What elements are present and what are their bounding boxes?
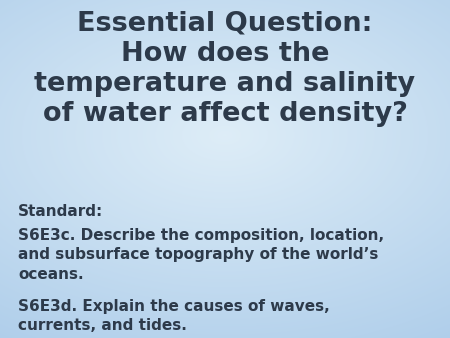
Text: Essential Question:
How does the
temperature and salinity
of water affect densit: Essential Question: How does the tempera… — [35, 10, 415, 127]
Text: S6E3d. Explain the causes of waves,
currents, and tides.: S6E3d. Explain the causes of waves, curr… — [18, 299, 330, 333]
Text: S6E3c. Describe the composition, location,
and subsurface topography of the worl: S6E3c. Describe the composition, locatio… — [18, 228, 384, 282]
Text: Standard:: Standard: — [18, 204, 103, 219]
